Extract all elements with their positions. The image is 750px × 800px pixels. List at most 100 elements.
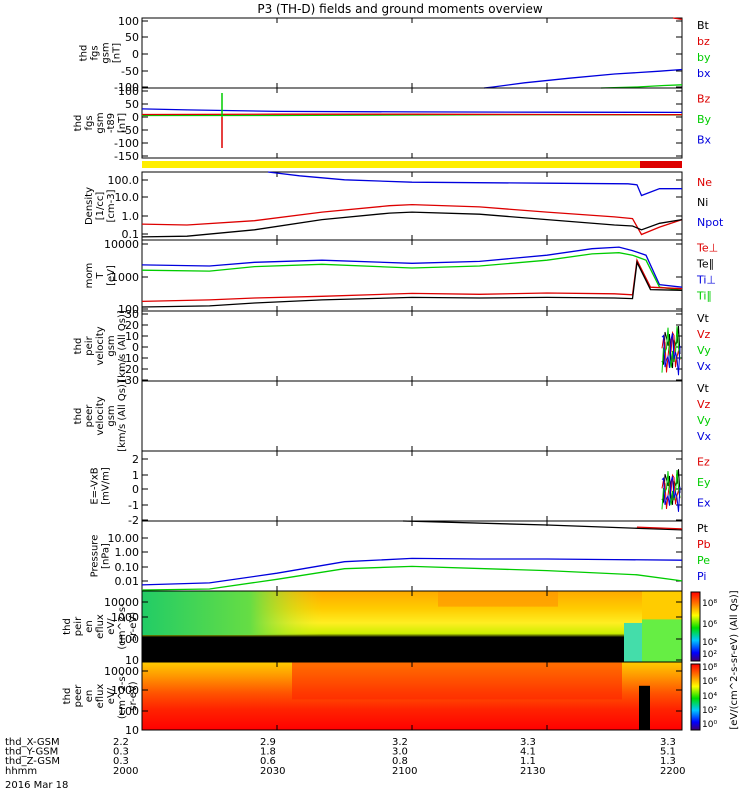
y-tick-label: -20 xyxy=(121,363,139,376)
y-tick-label: 10 xyxy=(125,330,139,343)
y-axis-label: thd xyxy=(73,115,84,132)
y-axis-label: [mV/m] xyxy=(101,467,112,505)
y-tick-label: 10 xyxy=(125,654,139,667)
colorbar-electron xyxy=(690,663,701,731)
y-axis-label: [nT] xyxy=(112,43,123,63)
y-tick-label: 100 xyxy=(118,303,139,316)
mode-bar-survey xyxy=(142,161,640,168)
y-tick-label: -10 xyxy=(121,352,139,365)
y-tick-label: -2 xyxy=(128,514,139,527)
legend-item: Ni xyxy=(697,196,708,209)
panel-2: 100.0 10.0 1.0 0.1 Density [1/cc] [cm-3] Ne Ni Np… xyxy=(84,171,724,241)
ephemeris-value: 2000 xyxy=(113,766,138,777)
y-axis-label: fgs xyxy=(90,45,101,60)
ephemeris-label: thd_Y-GSM xyxy=(5,747,58,758)
ephemeris-value: 1.8 xyxy=(260,747,276,758)
y-tick-label: 1.0 xyxy=(122,210,140,223)
y-axis-label: fgs xyxy=(84,115,95,130)
legend-item: Ez xyxy=(697,455,710,468)
y-tick-label: 1.00 xyxy=(115,546,140,559)
series-line-Pe xyxy=(141,565,683,591)
electron-spectrogram-peak xyxy=(292,662,622,700)
y-axis-label: Density xyxy=(84,187,95,225)
legend-item: Pe xyxy=(697,554,710,567)
y-axis-label: mom xyxy=(84,263,95,289)
mode-bar-burst xyxy=(640,161,682,168)
legend-item: Ti∥ xyxy=(696,290,712,303)
series-line-bz xyxy=(672,17,683,21)
panel-5: thd peer velocity gsm [km/s (All Qs)] Vt Vz Vy V… xyxy=(73,380,712,452)
series-line-Ne xyxy=(141,203,683,236)
y-axis-label: (cm^2-s- xyxy=(117,672,128,719)
ephemeris-value: 3.0 xyxy=(392,747,408,758)
y-tick-label: -100 xyxy=(114,137,139,150)
y-tick-label: 100 xyxy=(118,85,139,98)
legend-item: Te∥ xyxy=(696,257,714,270)
colorbar-tick: 10⁶ xyxy=(702,620,717,630)
y-axis-label: peer xyxy=(73,684,84,708)
legend-item: bx xyxy=(697,67,711,80)
burst-noise-line xyxy=(661,476,681,512)
panel-9: 10000 1000 100 10 thd peer en eflux eV/(cm^2-s-s… xyxy=(62,661,683,737)
legend-item: Ti⊥ xyxy=(696,274,716,287)
y-tick-label: 2 xyxy=(132,453,139,466)
y-tick-label: 100.0 xyxy=(108,174,140,187)
y-tick-label: 0 xyxy=(132,48,139,61)
ephemeris-value: 1.3 xyxy=(660,756,676,767)
y-axis-label: gsm xyxy=(106,405,117,426)
y-axis-label: eflux xyxy=(95,684,106,709)
panel-frame xyxy=(141,450,683,522)
ephemeris-value: 0.6 xyxy=(260,756,276,767)
figure-title: P3 (TH-D) fields and ground moments over… xyxy=(257,2,542,16)
ephemeris-value: 5.1 xyxy=(660,747,676,758)
y-axis-label: T xyxy=(95,272,106,280)
y-tick-label: 10000 xyxy=(104,596,139,609)
legend-item: Ex xyxy=(697,497,711,510)
y-tick-label: -50 xyxy=(121,124,139,137)
y-axis-label: (cm^2-s- xyxy=(117,603,128,650)
y-tick-label: -100 xyxy=(114,81,139,94)
y-axis-label: thd xyxy=(73,338,84,355)
y-tick-label: 30 xyxy=(125,308,139,321)
burst-noise-line xyxy=(661,325,681,369)
colorbar-ion xyxy=(690,591,701,662)
panel-3: 10000 1000 100 mom T [eV] Te⊥ Te∥ Ti⊥ Ti∥ xyxy=(84,238,718,316)
ephemeris-value: 1.1 xyxy=(520,756,536,767)
y-tick-label: 1000 xyxy=(111,611,139,624)
y-axis-label: en xyxy=(84,690,95,703)
y-tick-label: 0.1 xyxy=(122,228,140,241)
ion-spectrogram-low-flux xyxy=(142,591,322,636)
y-tick-label: -50 xyxy=(121,65,139,78)
y-axis-label: eV/ xyxy=(106,687,117,704)
y-tick-label: 1000 xyxy=(111,684,139,697)
colorbars: 10⁸ 10⁶ 10⁴ 10² 10⁸ 10⁶ 10⁴ 10² 10⁰ [eV/(cm^2-s-s… xyxy=(690,590,740,731)
series-line-Pb xyxy=(636,526,683,530)
electron-spectrogram-gap xyxy=(639,685,650,730)
colorbar-tick: 10⁸ xyxy=(702,599,717,609)
series-line-Npot xyxy=(267,171,682,197)
y-tick-label: -150 xyxy=(114,150,139,163)
burst-noise-line xyxy=(661,333,681,376)
panel-frame xyxy=(141,239,683,312)
colorbar-tick: 10⁶ xyxy=(702,677,717,687)
y-axis-label: [eV] xyxy=(106,265,117,286)
ion-spectrogram-gap xyxy=(624,622,642,662)
y-tick-label: 0 xyxy=(132,483,139,496)
y-axis-label: Pressure xyxy=(90,535,101,578)
legend-item: Pi xyxy=(697,570,706,583)
y-axis-label: peer xyxy=(84,404,95,428)
colorbar-label: [eV/(cm^2-s-sr-eV) (All Qs)] xyxy=(729,590,740,729)
series-line-Ti⊥ xyxy=(141,246,683,288)
ephemeris-value: 0.3 xyxy=(113,756,129,767)
burst-noise-line xyxy=(661,469,681,505)
colorbar-tick: 10⁴ xyxy=(702,692,717,702)
y-axis-label: -t89 xyxy=(106,113,117,133)
legend-item: Pb xyxy=(697,538,711,551)
y-axis-label: eV/ xyxy=(106,618,117,635)
legend-item: Vt xyxy=(697,382,710,395)
panel-frame xyxy=(141,87,683,159)
legend-item: Npot xyxy=(697,216,724,229)
ephemeris-value: 0.8 xyxy=(392,756,408,767)
